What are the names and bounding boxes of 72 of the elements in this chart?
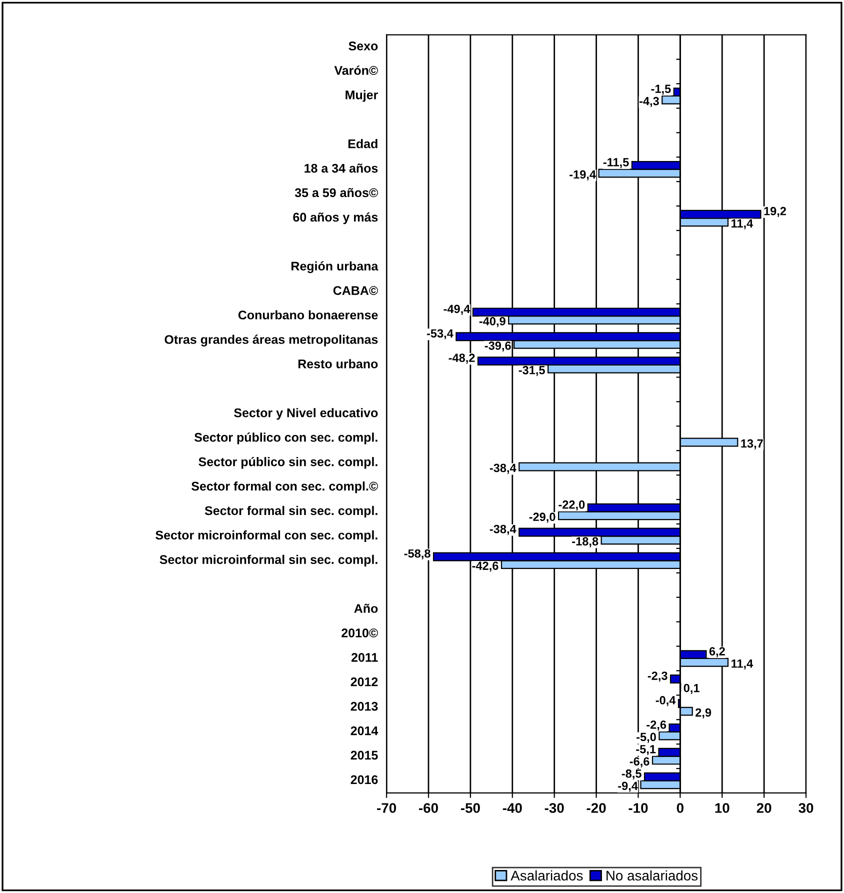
y-tick-label: Otras grandes áreas metropolitanas bbox=[164, 334, 378, 346]
y-tick-label: 2015 bbox=[350, 750, 378, 760]
legend-label: Asalariados bbox=[510, 870, 583, 881]
y-tick-label: Sector microinformal sin sec. compl. bbox=[160, 554, 378, 566]
data-label: -39,6 bbox=[484, 341, 511, 352]
data-label: -5,0 bbox=[636, 732, 656, 743]
y-tick-label: 60 años y más bbox=[293, 212, 378, 224]
y-tick-label: 2010© bbox=[342, 628, 378, 638]
data-label: -38,4 bbox=[490, 464, 516, 474]
x-tick-label: 10 bbox=[715, 803, 730, 813]
data-label: -11,5 bbox=[603, 158, 629, 168]
y-tick-label: Conurbano bonaerense bbox=[238, 310, 378, 320]
y-tick-label: Sector formal con sec. compl.© bbox=[191, 481, 378, 494]
y-tick-label: Sector público sin sec. compl. bbox=[198, 456, 378, 469]
y-tick-label: 2014 bbox=[350, 726, 378, 736]
data-label: -9,4 bbox=[618, 782, 638, 792]
data-label: 19,2 bbox=[764, 206, 786, 217]
y-tick-label: 2013 bbox=[350, 702, 378, 711]
data-label: -22,0 bbox=[558, 500, 585, 510]
data-label: -18,8 bbox=[572, 537, 598, 548]
x-tick-label: 30 bbox=[798, 803, 814, 813]
y-tick-label: Sector formal sin sec. compl. bbox=[204, 506, 378, 518]
y-tick-label: Resto urbano bbox=[298, 359, 378, 368]
data-label: -4,3 bbox=[639, 96, 659, 107]
data-label: -49,4 bbox=[444, 304, 470, 315]
data-label: 11,4 bbox=[732, 660, 754, 670]
data-label: -38,4 bbox=[490, 524, 516, 535]
data-label: -0,4 bbox=[656, 696, 676, 706]
y-tick-label: Edad bbox=[348, 139, 378, 148]
y-tick-label: CABA© bbox=[333, 286, 378, 295]
x-tick-label: -20 bbox=[586, 803, 606, 813]
x-tick-label: -50 bbox=[460, 803, 480, 813]
legend-label: No asalariados bbox=[606, 870, 698, 881]
data-label: -5,1 bbox=[636, 745, 656, 756]
data-label: -1,5 bbox=[651, 84, 671, 95]
x-tick-label: -70 bbox=[377, 803, 396, 813]
y-tick-label: 2016 bbox=[350, 775, 378, 784]
data-label: 2,9 bbox=[696, 708, 712, 718]
x-tick-label: -30 bbox=[544, 803, 564, 813]
data-label: -29,0 bbox=[529, 512, 556, 523]
data-label: -42,6 bbox=[472, 562, 498, 572]
y-tick-label: 2012 bbox=[350, 677, 378, 686]
data-label: -48,2 bbox=[448, 354, 475, 364]
y-tick-label: Sector público con sec. compl. bbox=[194, 432, 378, 444]
data-label: -40,9 bbox=[479, 317, 506, 328]
data-label: -19,4 bbox=[570, 170, 596, 180]
data-label: 11,4 bbox=[732, 219, 754, 230]
y-tick-label: 2011 bbox=[351, 652, 378, 662]
y-tick-label: Sexo bbox=[348, 42, 378, 50]
x-tick-label: -40 bbox=[502, 803, 522, 813]
x-tick-label: 0 bbox=[676, 803, 684, 813]
data-label: -53,4 bbox=[426, 329, 454, 340]
data-label: 0,1 bbox=[684, 684, 700, 694]
data-label: -2,6 bbox=[646, 720, 666, 731]
x-tick-label: -60 bbox=[419, 803, 438, 813]
data-label: -58,8 bbox=[404, 549, 430, 560]
y-tick-label: 18 a 34 años bbox=[304, 164, 378, 173]
data-label: -2,3 bbox=[648, 672, 668, 682]
y-tick-label: Sector y Nivel educativo bbox=[234, 408, 378, 420]
x-tick-label: -10 bbox=[628, 803, 648, 813]
y-tick-label: Año bbox=[354, 604, 378, 613]
data-label: -8,5 bbox=[622, 769, 642, 780]
y-tick-label: Mujer bbox=[346, 90, 378, 102]
x-tick-label: 20 bbox=[756, 803, 772, 813]
data-label: -31,5 bbox=[518, 366, 545, 376]
y-tick-label: Varón© bbox=[334, 66, 378, 75]
data-label: -6,6 bbox=[630, 757, 650, 768]
data-label: 6,2 bbox=[709, 647, 725, 658]
data-label: 13,7 bbox=[741, 439, 763, 450]
y-tick-label: Sector microinformal con sec. compl. bbox=[156, 530, 378, 542]
y-tick-label: 35 a 59 años© bbox=[294, 188, 378, 198]
y-tick-label: Región urbana bbox=[292, 261, 378, 274]
